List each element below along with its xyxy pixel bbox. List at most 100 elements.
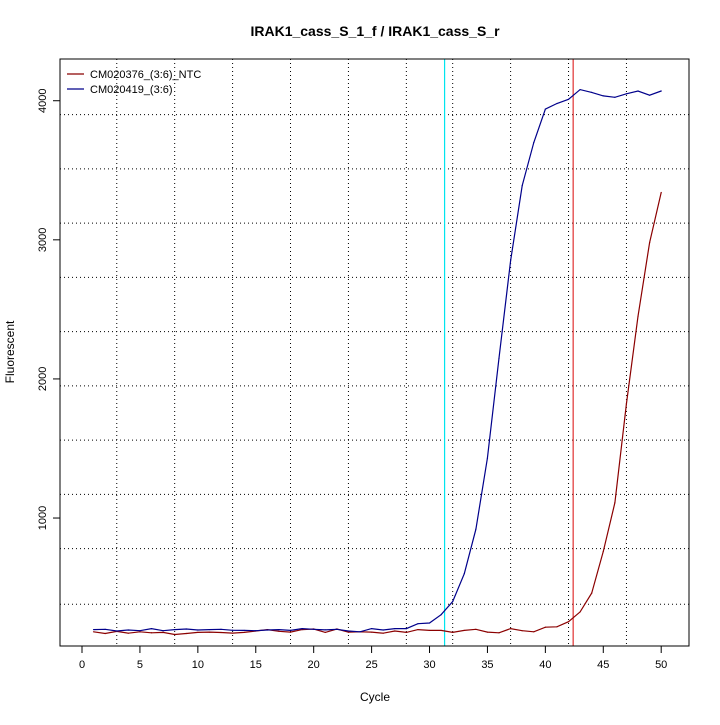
- data-point: [104, 628, 106, 630]
- data-point: [440, 629, 442, 632]
- data-point: [394, 628, 396, 630]
- x-tick-label: 15: [250, 659, 262, 671]
- data-point: [336, 628, 338, 630]
- series-lines: [92, 88, 662, 636]
- data-point: [220, 631, 222, 634]
- data-point: [185, 628, 187, 630]
- data-point: [417, 623, 419, 625]
- data-point: [428, 622, 431, 624]
- x-tick-label: 45: [597, 659, 609, 671]
- data-point: [405, 631, 407, 633]
- data-point: [428, 629, 431, 632]
- data-point: [162, 630, 164, 632]
- data-point: [208, 628, 211, 631]
- y-tick-label: 3000: [37, 228, 49, 252]
- data-point: [649, 242, 651, 244]
- data-point: [510, 628, 512, 630]
- data-point: [139, 631, 141, 633]
- data-point: [220, 628, 222, 630]
- plot-frame: [59, 58, 690, 647]
- data-point: [579, 89, 581, 91]
- series-line: [93, 192, 662, 636]
- series-line: [93, 88, 662, 633]
- data-point: [591, 592, 593, 594]
- data-point: [243, 631, 245, 633]
- data-point: [544, 626, 546, 628]
- data-point: [371, 628, 373, 630]
- data-point: [162, 631, 164, 633]
- data-point: [92, 631, 95, 633]
- data-point: [463, 629, 465, 632]
- data-point: [313, 628, 315, 630]
- threshold-lines: [443, 59, 574, 646]
- data-point: [637, 90, 639, 92]
- data-point: [614, 502, 616, 504]
- data-point: [452, 631, 454, 633]
- data-point: [185, 632, 187, 635]
- y-tick-label: 2000: [37, 367, 49, 391]
- chart-title: IRAK1_cass_S_1_f / IRAK1_cass_S_r: [250, 23, 500, 39]
- data-point: [127, 629, 129, 631]
- x-tick-label: 20: [308, 659, 320, 671]
- data-point: [498, 632, 500, 634]
- data-point: [231, 632, 234, 634]
- data-point: [660, 90, 662, 92]
- data-point: [174, 633, 176, 636]
- y-tick-label: 4000: [37, 88, 49, 112]
- data-point: [486, 631, 489, 633]
- data-point: [521, 184, 523, 187]
- data-point: [394, 630, 396, 632]
- data-point: [417, 628, 419, 631]
- data-point: [197, 631, 199, 633]
- data-point: [452, 600, 454, 603]
- data-point: [556, 102, 558, 105]
- series-1: [92, 191, 662, 636]
- data-point: [440, 614, 442, 616]
- data-point: [405, 628, 407, 630]
- data-point: [602, 550, 604, 553]
- data-point: [614, 96, 616, 98]
- data-point: [139, 630, 141, 632]
- legend-label: CM020419_(3:6): [90, 84, 173, 96]
- data-point: [243, 629, 245, 632]
- data-point: [347, 630, 350, 632]
- data-point: [625, 93, 628, 95]
- legend-label: CM020376_(3:6)_NTC: [90, 69, 201, 81]
- data-point: [150, 628, 153, 630]
- data-point: [92, 628, 95, 631]
- legend: CM020376_(3:6)_NTC CM020419_(3:6): [67, 69, 201, 96]
- data-point: [324, 629, 326, 631]
- data-point: [567, 98, 570, 100]
- data-point: [544, 108, 546, 110]
- data-point: [533, 631, 535, 633]
- series-2: [92, 88, 662, 633]
- y-tick-label: 1000: [37, 506, 49, 530]
- data-point: [602, 95, 604, 97]
- data-point: [382, 632, 384, 634]
- x-axis: 0 5 10 15 20 25 30 35 40 45 50: [79, 646, 667, 671]
- data-point: [127, 632, 129, 634]
- data-point: [266, 629, 268, 631]
- data-point: [231, 629, 234, 631]
- data-point: [637, 315, 639, 317]
- data-point: [289, 629, 292, 632]
- data-point: [510, 260, 512, 262]
- data-point: [347, 631, 350, 633]
- x-axis-label: Cycle: [360, 690, 390, 704]
- data-point: [208, 631, 211, 633]
- data-point: [301, 628, 303, 630]
- x-tick-label: 30: [423, 659, 435, 671]
- data-point: [150, 632, 153, 634]
- data-point: [174, 628, 176, 631]
- data-point: [371, 631, 373, 633]
- x-tick-label: 35: [481, 659, 493, 671]
- data-point: [463, 573, 465, 575]
- x-tick-label: 50: [655, 659, 667, 671]
- data-point: [556, 626, 558, 628]
- data-point: [475, 628, 477, 630]
- x-tick-label: 40: [539, 659, 551, 671]
- x-tick-label: 25: [365, 659, 377, 671]
- x-tick-label: 0: [79, 659, 85, 671]
